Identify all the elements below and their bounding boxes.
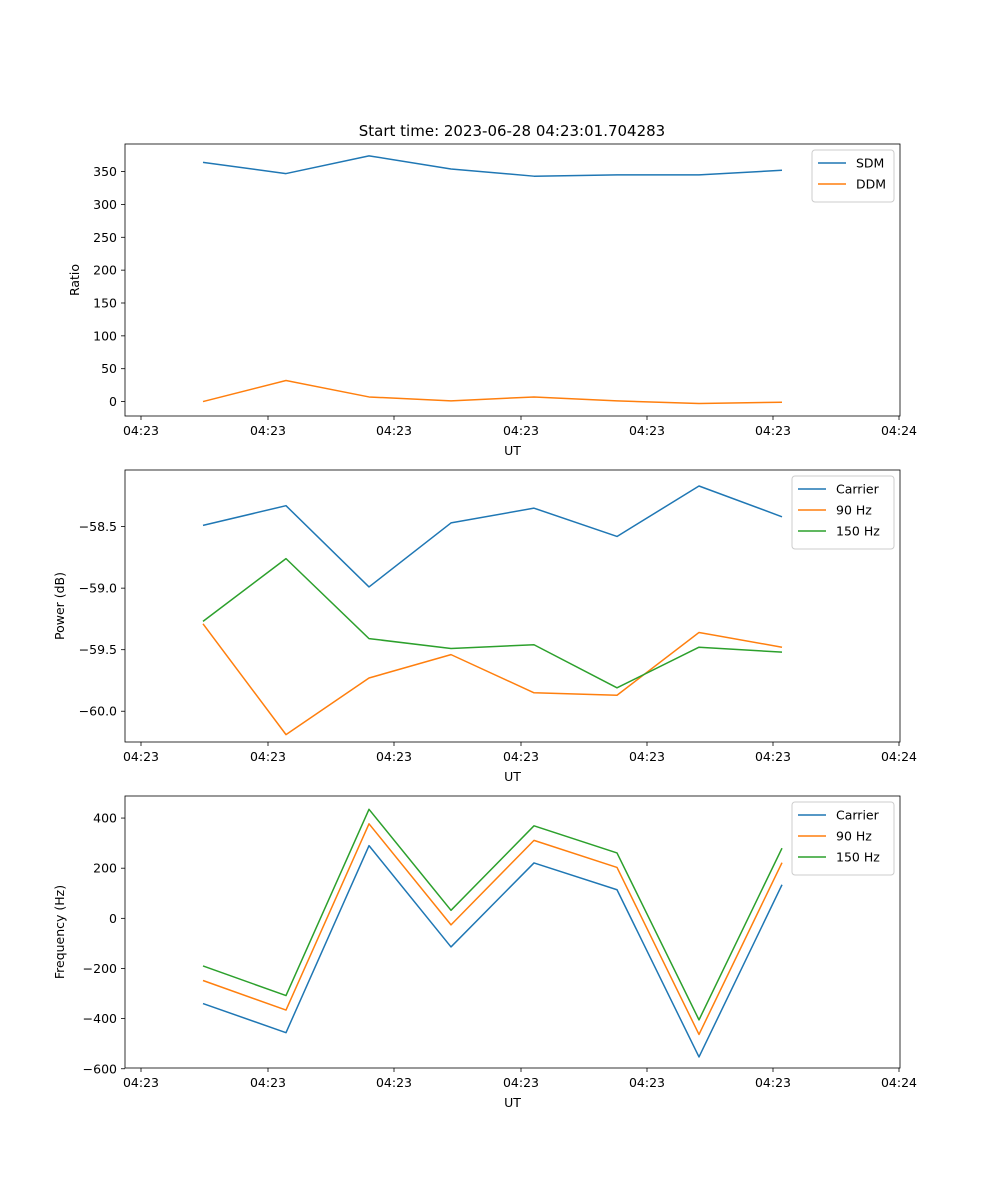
subplot-1: 04:23 04:23 04:23 04:23 04:23 04:23 04:24 0 50 10…: [67, 143, 917, 458]
x-tick-label: 04:23: [123, 423, 159, 438]
x-tick-label: 04:23: [376, 1075, 412, 1090]
y-tick-label: 400: [93, 811, 117, 826]
axes-frame: [124, 795, 901, 1069]
x-tick-label: 04:23: [503, 1075, 539, 1090]
x-tick-label: 04:23: [376, 423, 412, 438]
series-line-150-hz: [202, 808, 783, 1021]
y-tick-label: −200: [83, 961, 117, 976]
y-tick-label: −58.5: [79, 519, 117, 534]
x-tick-label: 04:23: [755, 1075, 791, 1090]
axes-frame: [124, 469, 901, 743]
series-line-sdm: [202, 155, 783, 177]
y-tick-label: 350: [93, 164, 117, 179]
legend-label: 90 Hz: [836, 503, 872, 518]
y-tick-label: 300: [93, 197, 117, 212]
y-axis-label: Ratio: [67, 264, 82, 296]
y-tick-label: 0: [109, 394, 117, 409]
y-tick-label: 250: [93, 230, 117, 245]
subplot-2: 04:23 04:23 04:23 04:23 04:23 04:23 04:24 −60.0…: [52, 469, 917, 784]
axes-frame: [124, 143, 901, 417]
series-line-150-hz: [202, 557, 783, 689]
y-tick-label: −400: [83, 1011, 117, 1026]
x-tick-label: 04:23: [503, 423, 539, 438]
y-tick-label: 200: [93, 861, 117, 876]
series-line-ddm: [202, 379, 783, 405]
y-tick-label: 0: [109, 911, 117, 926]
x-tick-label: 04:24: [881, 1075, 917, 1090]
legend-label: Carrier: [836, 808, 880, 823]
y-tick-label: −59.5: [79, 642, 117, 657]
series-line-carrier: [202, 844, 783, 1058]
x-tick-label: 04:23: [755, 423, 791, 438]
x-tick-label: 04:23: [755, 749, 791, 764]
y-tick-label: −600: [83, 1061, 117, 1076]
x-tick-label: 04:23: [250, 749, 286, 764]
legend: Carrier 90 Hz 150 Hz: [791, 801, 895, 876]
x-tick-label: 04:23: [123, 749, 159, 764]
x-tick-label: 04:23: [629, 423, 665, 438]
legend-label: Carrier: [836, 482, 880, 497]
x-tick-label: 04:24: [881, 749, 917, 764]
legend-label: 150 Hz: [836, 850, 880, 865]
y-tick-label: 200: [93, 263, 117, 278]
subplot-3: 04:23 04:23 04:23 04:23 04:23 04:23 04:24 −600 −…: [52, 795, 917, 1110]
legend-label: SDM: [856, 156, 884, 171]
x-tick-label: 04:23: [629, 1075, 665, 1090]
x-tick-label: 04:23: [250, 1075, 286, 1090]
x-tick-label: 04:23: [250, 423, 286, 438]
legend: Carrier 90 Hz 150 Hz: [791, 475, 895, 550]
x-axis-label: UT: [504, 443, 521, 458]
series-line-90-hz: [202, 823, 783, 1036]
y-tick-label: −59.0: [79, 581, 117, 596]
x-axis-label: UT: [504, 769, 521, 784]
legend-label: 90 Hz: [836, 829, 872, 844]
legend: SDM DDM: [811, 149, 895, 203]
x-tick-label: 04:23: [503, 749, 539, 764]
series-line-carrier: [202, 485, 783, 588]
y-tick-label: 50: [101, 361, 117, 376]
series-line-90-hz: [202, 623, 783, 736]
legend-label: DDM: [856, 177, 886, 192]
y-tick-label: 150: [93, 295, 117, 310]
y-tick-label: 100: [93, 328, 117, 343]
legend-label: 150 Hz: [836, 524, 880, 539]
x-tick-label: 04:24: [881, 423, 917, 438]
figure-title: Start time: 2023-06-28 04:23:01.704283: [359, 122, 665, 140]
x-tick-label: 04:23: [376, 749, 412, 764]
x-axis-label: UT: [504, 1095, 521, 1110]
y-axis-label: Frequency (Hz): [52, 885, 67, 979]
x-tick-label: 04:23: [123, 1075, 159, 1090]
y-axis-label: Power (dB): [52, 572, 67, 640]
x-tick-label: 04:23: [629, 749, 665, 764]
y-tick-label: −60.0: [79, 704, 117, 719]
